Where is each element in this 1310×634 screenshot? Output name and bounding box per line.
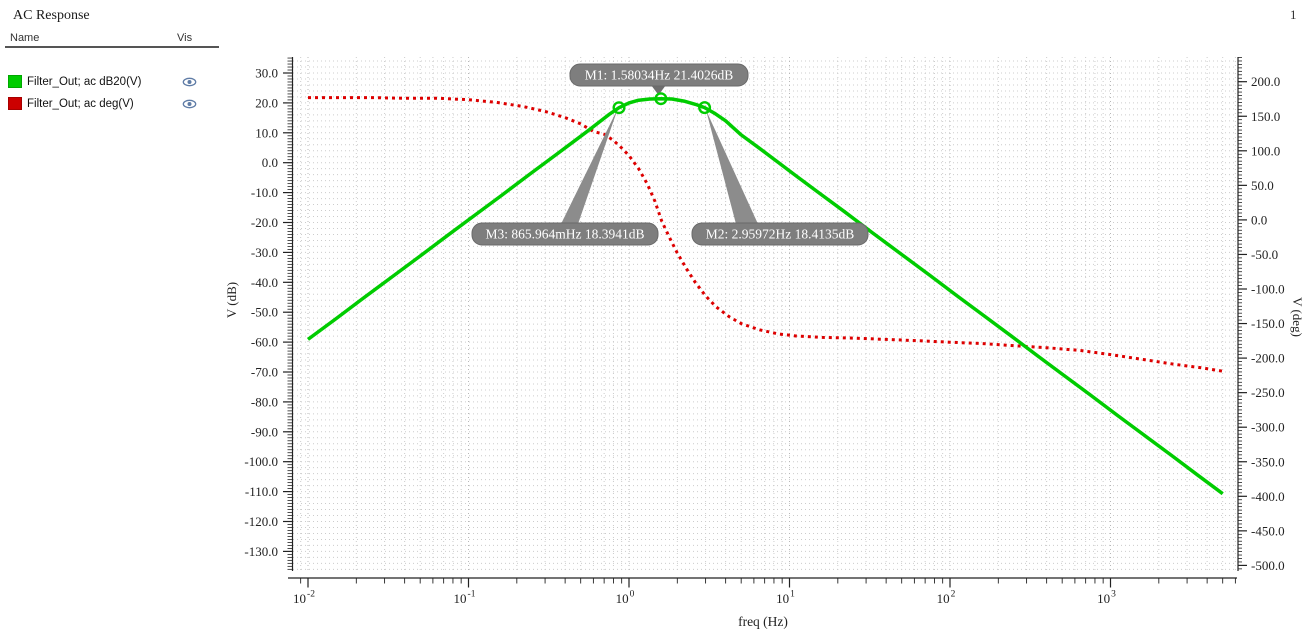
left-axis-tick-label: -120.0 — [244, 514, 278, 529]
marker-pointer-M1 — [651, 85, 666, 95]
marker-points[interactable] — [612, 92, 712, 115]
visibility-eye-icon[interactable] — [182, 75, 197, 87]
magnitude-trace[interactable] — [306, 96, 1224, 496]
right-axis-tick-label: -350.0 — [1251, 454, 1285, 469]
x-axis-tick-label: 10-2 — [293, 590, 315, 607]
right-axis-tick-label: -150.0 — [1251, 316, 1285, 331]
x-axis-tick-label: 103 — [1097, 590, 1116, 607]
left-axis-tick-label: 30.0 — [255, 66, 278, 81]
x-axis-tick-label: 10-1 — [454, 590, 476, 607]
right-axis-tick-label: 100.0 — [1251, 143, 1280, 158]
legend-header-name: Name — [10, 32, 40, 44]
trace-name: Filter_Out; ac dB20(V) — [27, 76, 142, 88]
trace-color-swatch — [8, 97, 22, 110]
grid — [293, 57, 1237, 571]
marker-point-M2[interactable] — [698, 101, 712, 115]
right-axis-tick-label: 200.0 — [1251, 74, 1280, 89]
legend-rows: Filter_Out; ac dB20(V) Filter_Out; ac de… — [0, 72, 230, 116]
left-axis-title: V (dB) — [224, 282, 239, 318]
right-axis-tick-label: 50.0 — [1251, 178, 1274, 193]
left-axis-tick-label: -30.0 — [251, 245, 278, 260]
left-axis-tick-label: -40.0 — [251, 275, 278, 290]
left-axis-tick-label: -90.0 — [251, 424, 278, 439]
left-axis-tick-label: -110.0 — [245, 484, 278, 499]
left-axis-tick-label: 10.0 — [255, 125, 278, 140]
right-axis-tick-label: -300.0 — [1251, 420, 1285, 435]
marker-callout-M1[interactable]: M1: 1.58034Hz 21.4026dB — [569, 63, 749, 87]
marker-pointers — [561, 85, 758, 224]
right-axis-tick-label: -50.0 — [1251, 247, 1278, 262]
right-axis-tick-label: -250.0 — [1251, 385, 1285, 400]
left-axis-tick-label: 20.0 — [255, 95, 278, 110]
phase-trace[interactable] — [308, 96, 1223, 373]
window-title: AC Response — [13, 8, 90, 23]
right-axis-title: V (deg) — [1290, 297, 1305, 337]
legend-row[interactable]: Filter_Out; ac deg(V) — [0, 94, 230, 116]
marker-label-M2: M2: 2.95972Hz 18.4135dB — [706, 227, 855, 242]
marker-pointer-M3 — [561, 108, 618, 224]
left-axis-tick-label: -20.0 — [251, 215, 278, 230]
marker-label-M3: M3: 865.964mHz 18.3941dB — [485, 227, 644, 242]
marker-callout-M3[interactable]: M3: 865.964mHz 18.3941dB — [471, 222, 659, 246]
legend-row[interactable]: Filter_Out; ac dB20(V) — [0, 72, 230, 94]
left-axis-tick-label: -10.0 — [251, 185, 278, 200]
marker-callout-M2[interactable]: M2: 2.95972Hz 18.4135dB — [691, 222, 869, 246]
legend-divider — [5, 46, 219, 48]
legend-header-vis: Vis — [177, 32, 193, 44]
visibility-eye-icon[interactable] — [182, 97, 197, 109]
marker-label-M1: M1: 1.58034Hz 21.4026dB — [585, 68, 734, 83]
marker-point-M1[interactable] — [654, 92, 668, 106]
x-axis-tick-label: 100 — [616, 590, 635, 607]
left-axis-tick-label: -70.0 — [251, 365, 278, 380]
axes: 30.0 20.0 10.0 0.0 -10.0 -20.0 -30.0 -40.0 -50.0… — [224, 57, 1305, 629]
left-axis-tick-label: -130.0 — [244, 544, 278, 559]
left-axis-tick-label: -50.0 — [251, 305, 278, 320]
legend-panel: Name Vis Filter_Out; ac dB20(V) Filter_O… — [0, 32, 230, 142]
left-axis-tick-label: -100.0 — [244, 454, 278, 469]
right-axis-tick-label: -450.0 — [1251, 523, 1285, 538]
x-axis-tick-label: 101 — [776, 590, 795, 607]
trace-name: Filter_Out; ac deg(V) — [27, 98, 134, 110]
right-axis-tick-label: -200.0 — [1251, 351, 1285, 366]
right-axis-tick-label: -400.0 — [1251, 489, 1285, 504]
trace-color-swatch — [8, 75, 22, 88]
right-axis-tick-label: -100.0 — [1251, 282, 1285, 297]
right-axis-tick-label: -500.0 — [1251, 558, 1285, 573]
x-axis-tick-label: 102 — [937, 590, 956, 607]
right-axis-tick-label: 0.0 — [1251, 212, 1267, 227]
left-axis-tick-label: -60.0 — [251, 335, 278, 350]
x-axis-title: freq (Hz) — [738, 614, 788, 629]
left-axis-tick-label: -80.0 — [251, 394, 278, 409]
marker-point-M3[interactable] — [612, 101, 626, 115]
marker-pointer-M2 — [706, 110, 758, 224]
right-axis-tick-label: 150.0 — [1251, 109, 1280, 124]
page-number: 1 — [1290, 7, 1297, 22]
left-axis-tick-label: 0.0 — [262, 155, 278, 170]
